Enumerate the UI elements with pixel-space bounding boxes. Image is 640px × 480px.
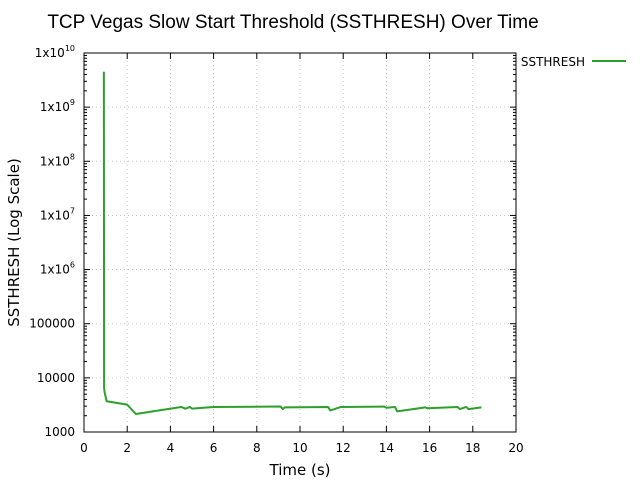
- x-tick-label: 18: [465, 441, 480, 455]
- y-tick-label: 10000: [37, 371, 75, 385]
- y-tick-label-exponent: 10: [65, 44, 75, 53]
- y-tick-label: 100000: [29, 317, 75, 331]
- x-tick-label: 10: [292, 441, 307, 455]
- y-tick-label-base: 1x10: [40, 208, 70, 222]
- ticks: [83, 52, 517, 433]
- y-tick-label-base: 1000: [44, 425, 75, 439]
- x-tick-label: 4: [167, 441, 175, 455]
- series-group: [102, 71, 482, 415]
- y-tick-label: 1x109: [40, 98, 75, 114]
- grid: [84, 53, 516, 432]
- y-tick-label-base: 1x10: [40, 154, 70, 168]
- x-tick-label: 14: [379, 441, 394, 455]
- y-tick-label-exponent: 9: [70, 98, 75, 107]
- series-line-ssthresh: [102, 71, 482, 415]
- legend-label: SSTHRESH: [521, 55, 585, 69]
- y-tick-label-base: 1x10: [40, 100, 70, 114]
- y-tick-label-base: 10000: [37, 371, 75, 385]
- x-tick-label: 8: [253, 441, 261, 455]
- x-tick-label: 12: [336, 441, 351, 455]
- y-tick-labels: 1000100001000001x1061x1071x1081x1091x101…: [29, 44, 75, 439]
- x-tick-label: 2: [123, 441, 131, 455]
- y-tick-label: 1000: [44, 425, 75, 439]
- chart-title: TCP Vegas Slow Start Threshold (SSTHRESH…: [47, 12, 539, 33]
- y-tick-label-base: 100000: [29, 317, 75, 331]
- x-tick-label: 16: [422, 441, 437, 455]
- x-tick-label: 0: [80, 441, 88, 455]
- y-tick-label-exponent: 8: [70, 152, 75, 161]
- x-tick-label: 6: [210, 441, 218, 455]
- y-tick-label: 1x106: [40, 261, 75, 277]
- y-tick-label-base: 1x10: [40, 263, 70, 277]
- x-axis-label: Time (s): [269, 461, 331, 479]
- legend: SSTHRESH: [521, 55, 626, 69]
- y-tick-label-exponent: 6: [70, 261, 75, 270]
- y-tick-label: 1x107: [40, 206, 75, 222]
- y-tick-label: 1x1010: [35, 44, 75, 60]
- y-tick-label-base: 1x10: [35, 46, 65, 60]
- x-tick-label: 20: [508, 441, 523, 455]
- x-tick-labels: 0 2 4 6 8 10 12 14 16 18 20: [80, 441, 523, 455]
- y-tick-label-exponent: 7: [70, 206, 75, 215]
- y-axis-label: SSTHRESH (Log Scale): [5, 158, 23, 327]
- y-tick-label: 1x108: [40, 152, 75, 168]
